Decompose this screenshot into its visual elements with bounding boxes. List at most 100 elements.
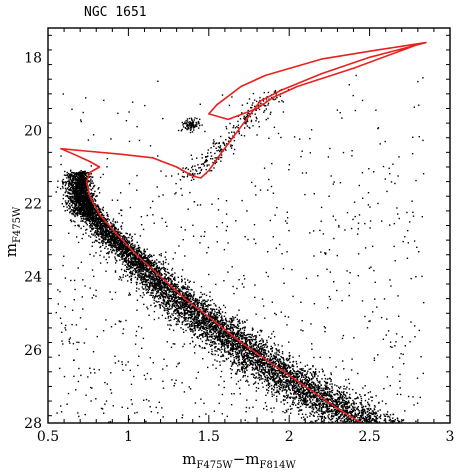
star-point — [157, 292, 159, 294]
star-point — [174, 298, 176, 300]
star-point — [125, 251, 127, 254]
star-point — [150, 304, 152, 307]
star-point — [258, 346, 260, 348]
star-point — [342, 407, 344, 409]
star-point — [274, 369, 276, 371]
star-point — [229, 335, 231, 337]
star-point — [98, 235, 100, 237]
star-point — [335, 401, 337, 404]
star-point — [218, 336, 220, 338]
star-point — [263, 373, 265, 375]
star-point — [242, 376, 244, 378]
star-point — [353, 408, 356, 410]
star-point — [130, 261, 132, 263]
star-point — [183, 312, 186, 314]
star-point — [320, 400, 322, 402]
star-point — [320, 389, 322, 392]
star-point — [120, 252, 123, 254]
star-point — [69, 178, 72, 181]
star-point — [131, 239, 134, 241]
star-point — [127, 255, 130, 257]
star-point — [102, 219, 104, 221]
star-point — [230, 347, 232, 349]
star-point — [321, 406, 324, 408]
star-point — [293, 402, 295, 404]
star-point — [116, 260, 118, 262]
star-point — [216, 325, 219, 327]
star-point — [215, 323, 218, 325]
star-point — [374, 415, 376, 418]
star-point — [293, 381, 296, 383]
star-point — [196, 325, 198, 327]
star-point — [281, 356, 283, 359]
star-point — [189, 317, 192, 319]
star-point — [375, 419, 377, 421]
star-point — [105, 218, 107, 221]
star-point — [268, 351, 270, 353]
star-point — [248, 333, 250, 336]
star-point — [271, 367, 273, 369]
star-point — [218, 306, 220, 309]
star-point — [306, 401, 308, 403]
star-point — [272, 374, 275, 377]
star-point — [177, 281, 180, 283]
star-point — [149, 277, 151, 279]
star-point — [206, 330, 208, 332]
star-point — [180, 281, 183, 283]
star-point — [207, 308, 209, 311]
star-point — [153, 281, 156, 283]
star-point — [370, 420, 372, 422]
star-point — [247, 349, 249, 351]
star-point — [384, 415, 387, 417]
star-point — [308, 387, 310, 389]
star-point — [144, 279, 146, 281]
star-point — [297, 388, 299, 390]
star-point — [131, 253, 134, 256]
star-point — [224, 351, 226, 353]
star-point — [197, 326, 199, 329]
star-point — [392, 420, 394, 422]
star-point — [276, 360, 279, 362]
star-point — [292, 368, 294, 370]
star-point — [238, 363, 240, 365]
star-point — [139, 250, 141, 252]
star-point — [90, 213, 92, 215]
star-point — [133, 256, 135, 258]
star-point — [98, 241, 100, 244]
star-point — [350, 414, 352, 416]
star-point — [200, 302, 203, 305]
star-point — [160, 295, 163, 297]
star-point — [76, 212, 79, 215]
star-point — [258, 370, 260, 372]
star-point — [340, 408, 342, 411]
star-point — [340, 406, 343, 408]
star-point — [367, 421, 370, 423]
star-point — [149, 280, 151, 282]
star-point — [309, 393, 312, 395]
star-point — [277, 369, 279, 372]
star-point — [315, 391, 318, 394]
star-point — [183, 320, 185, 322]
star-point — [378, 401, 380, 404]
star-point — [299, 371, 302, 373]
star-point — [86, 224, 88, 226]
star-point — [240, 335, 243, 338]
star-point — [232, 319, 234, 321]
star-point — [266, 365, 269, 367]
star-point — [140, 255, 143, 257]
star-point — [315, 370, 317, 373]
star-point — [152, 270, 154, 272]
star-point — [150, 263, 152, 265]
star-point — [360, 411, 363, 413]
star-point — [210, 345, 212, 347]
star-point — [293, 390, 295, 392]
star-point — [136, 299, 139, 301]
star-point — [97, 205, 99, 208]
star-point — [138, 269, 141, 272]
star-point — [181, 303, 183, 305]
star-point — [89, 220, 91, 223]
star-point — [247, 333, 249, 336]
star-point — [235, 357, 238, 360]
star-point — [383, 413, 385, 416]
star-point — [74, 224, 76, 227]
